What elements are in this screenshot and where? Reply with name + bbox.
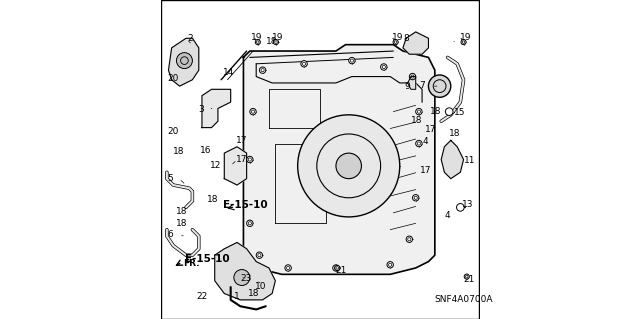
Text: 10: 10 (255, 282, 266, 291)
Text: FR.: FR. (183, 259, 199, 268)
Text: 17: 17 (420, 166, 431, 175)
Circle shape (177, 53, 193, 69)
Text: 22: 22 (196, 292, 207, 300)
Circle shape (246, 156, 253, 163)
Text: 3: 3 (199, 105, 205, 114)
Circle shape (246, 220, 253, 226)
Circle shape (250, 108, 256, 115)
Text: 5: 5 (168, 174, 173, 182)
Circle shape (410, 73, 416, 80)
Circle shape (393, 40, 398, 45)
Circle shape (259, 67, 266, 73)
Text: 13: 13 (462, 200, 474, 209)
Text: 1: 1 (234, 292, 239, 300)
Text: 6: 6 (168, 230, 173, 239)
Polygon shape (243, 45, 435, 274)
Circle shape (256, 252, 262, 258)
Circle shape (349, 57, 355, 64)
Circle shape (336, 153, 362, 179)
Circle shape (445, 108, 453, 115)
Circle shape (381, 64, 387, 70)
Text: 18: 18 (411, 116, 422, 125)
Text: 4: 4 (445, 211, 451, 220)
Circle shape (464, 274, 469, 279)
Circle shape (285, 265, 291, 271)
Circle shape (406, 236, 413, 242)
Text: 18: 18 (173, 147, 184, 156)
Text: 2: 2 (188, 34, 193, 43)
Circle shape (301, 61, 307, 67)
Text: 18: 18 (449, 129, 461, 138)
Text: 20: 20 (168, 127, 179, 136)
Circle shape (416, 108, 422, 115)
Polygon shape (168, 38, 199, 86)
Circle shape (333, 265, 339, 271)
Text: SNF4A0700A: SNF4A0700A (435, 295, 493, 304)
Text: 12: 12 (210, 161, 221, 170)
Text: 18: 18 (207, 195, 218, 204)
Text: 19: 19 (251, 33, 262, 42)
Text: 16: 16 (200, 146, 212, 155)
Text: 18: 18 (177, 219, 188, 228)
Circle shape (387, 262, 394, 268)
Text: 19: 19 (392, 33, 404, 42)
Circle shape (413, 195, 419, 201)
Circle shape (234, 270, 250, 286)
Circle shape (335, 265, 340, 271)
Text: 23: 23 (240, 274, 252, 283)
Text: 18: 18 (177, 207, 188, 216)
Text: 9: 9 (404, 82, 410, 91)
Circle shape (273, 40, 278, 45)
Text: 17: 17 (236, 155, 247, 164)
Polygon shape (441, 140, 463, 179)
Text: 8: 8 (403, 34, 409, 43)
Text: 11: 11 (463, 156, 475, 165)
Text: 18: 18 (248, 289, 260, 298)
Text: 19: 19 (460, 33, 472, 42)
Text: 18: 18 (430, 107, 442, 115)
Circle shape (416, 140, 422, 147)
Text: 17: 17 (236, 136, 247, 145)
Circle shape (298, 115, 400, 217)
Polygon shape (215, 242, 275, 300)
Circle shape (428, 75, 451, 97)
Text: 7: 7 (420, 81, 425, 90)
Text: 17: 17 (425, 125, 436, 134)
Text: E-15-10: E-15-10 (223, 200, 268, 210)
Text: 21: 21 (335, 266, 347, 275)
Text: 18: 18 (266, 37, 278, 46)
Polygon shape (408, 77, 416, 89)
Text: 20: 20 (168, 74, 179, 83)
Text: 15: 15 (454, 108, 465, 117)
Text: 14: 14 (223, 68, 234, 77)
Circle shape (461, 40, 466, 45)
Text: 4: 4 (423, 137, 428, 146)
Polygon shape (224, 147, 246, 185)
Text: 19: 19 (272, 33, 284, 42)
Circle shape (255, 40, 260, 45)
Circle shape (456, 204, 464, 211)
Polygon shape (202, 89, 230, 128)
Text: E-15-10: E-15-10 (186, 254, 230, 264)
Text: 21: 21 (463, 275, 474, 284)
Polygon shape (403, 32, 428, 54)
